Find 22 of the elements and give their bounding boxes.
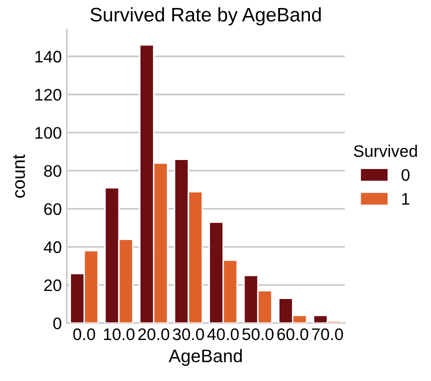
y-tick-label: 0 xyxy=(53,317,62,330)
x-tick-label: 10.0 xyxy=(104,328,134,340)
legend-label: 1 xyxy=(402,193,410,205)
x-tick-label: 60.0 xyxy=(277,328,308,340)
x-tick-label: 20.0 xyxy=(138,328,170,340)
y-tick-label: 60 xyxy=(44,203,62,215)
legend-title: Survived xyxy=(354,144,417,158)
y-tick-label: 120 xyxy=(35,88,62,101)
y-tick-label: 100 xyxy=(35,126,62,139)
y-tick-label: 140 xyxy=(35,50,62,63)
y-axis-title: count xyxy=(13,154,26,198)
x-tick-label: 40.0 xyxy=(207,328,239,340)
x-axis-title: AgeBand xyxy=(168,349,242,366)
x-tick-label: 50.0 xyxy=(242,328,274,340)
x-tick-label: 0.0 xyxy=(73,328,96,340)
x-tick-label: 30.0 xyxy=(172,328,204,340)
x-tick-label: 70.0 xyxy=(312,328,343,340)
chart-title: Survived Rate by AgeBand xyxy=(90,7,321,26)
y-tick-label: 20 xyxy=(44,279,62,292)
y-tick-label: 40 xyxy=(44,241,62,254)
y-tick-label: 80 xyxy=(44,165,62,177)
legend-label: 0 xyxy=(402,169,410,181)
